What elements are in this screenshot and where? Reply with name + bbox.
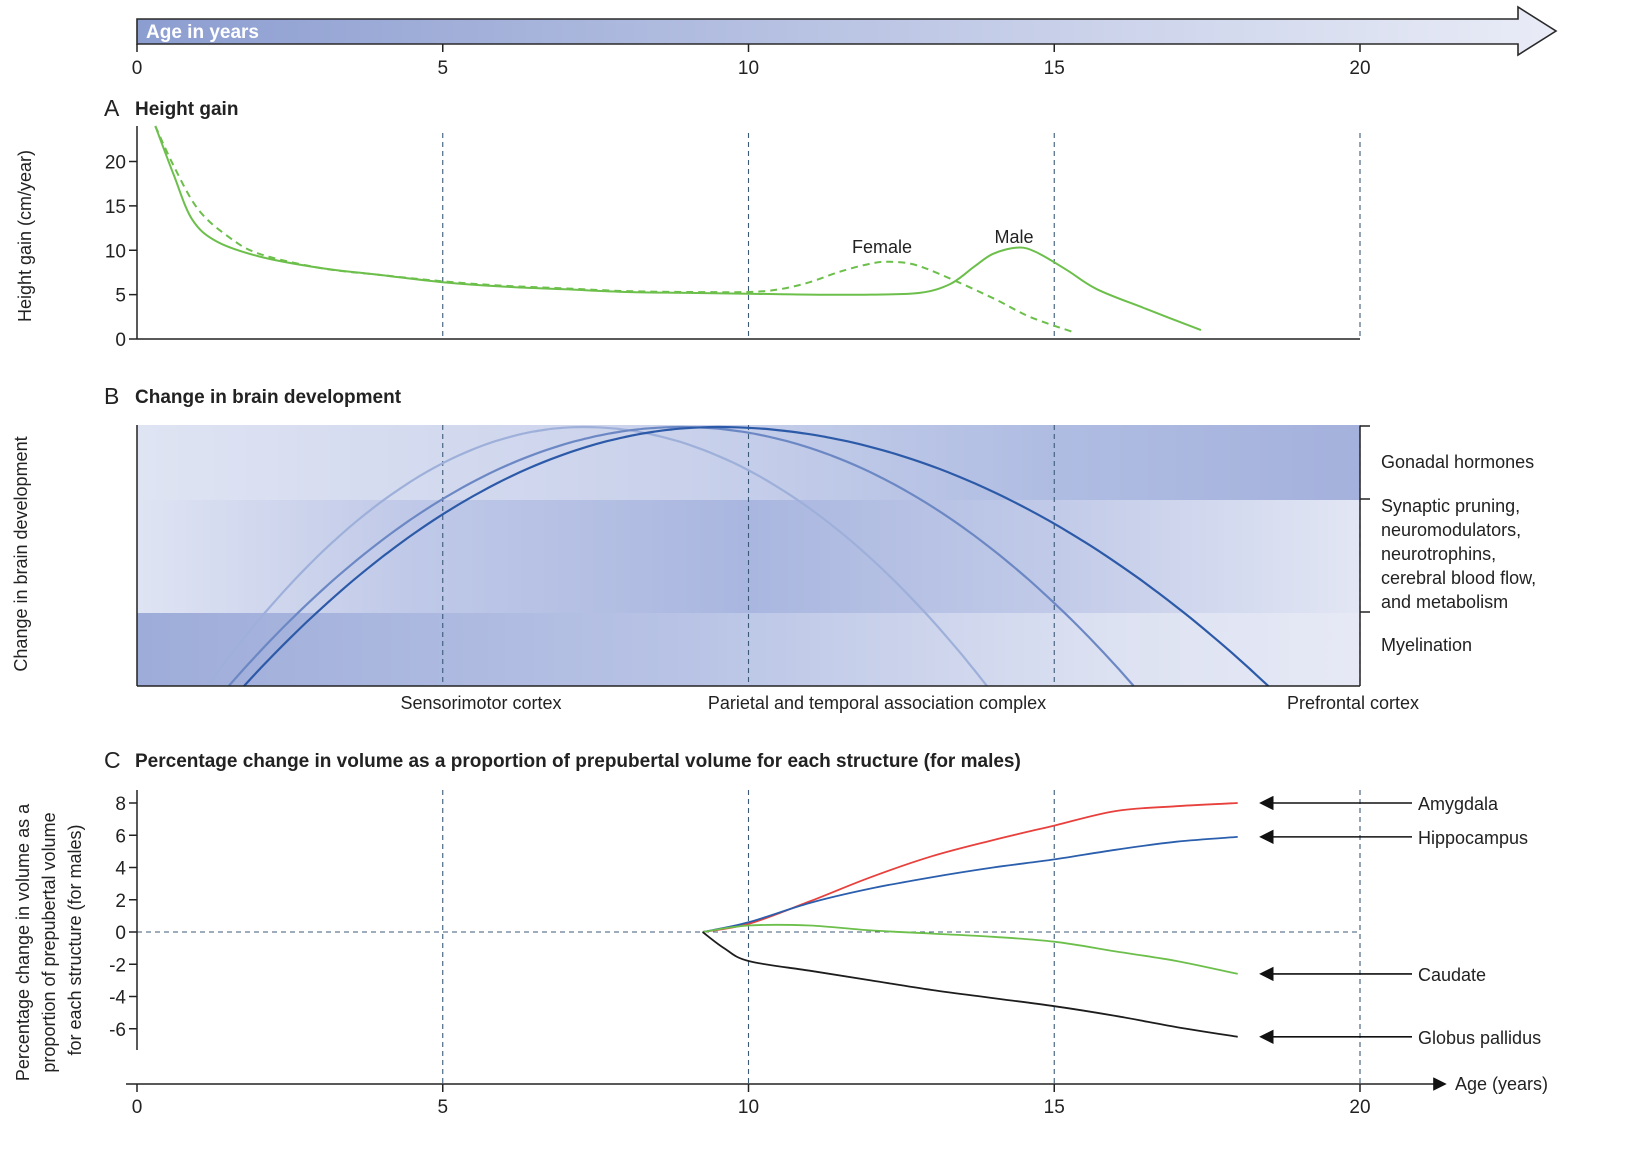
panel-c-ytick-label: 0: [115, 923, 126, 944]
panel-c-series-label-hippocampus: Hippocampus: [1418, 828, 1528, 848]
panel-a-ytick-label: 5: [115, 286, 126, 307]
panel-c-ytick-label: 6: [115, 826, 126, 847]
panel-c-series-hippocampus-line: [702, 836, 1238, 933]
panel-c-series-label-globus-pallidus: Globus pallidus: [1418, 1028, 1541, 1048]
panel-c-letter: C: [104, 747, 121, 773]
region-label-sensorimotor: Sensorimotor cortex: [400, 693, 561, 713]
panel-c-xtick-label: 20: [1349, 1097, 1370, 1116]
panel-c-ylabel-line-3: for each structure (for males): [65, 824, 85, 1055]
panel-a-series-male-line: [154, 125, 1202, 332]
age-tick-label: 20: [1349, 58, 1370, 79]
panel-c-ytick-label: -6: [109, 1020, 126, 1041]
panel-b-letter: B: [104, 383, 119, 409]
panel-c-ylabel: Percentage change in volume as a proport…: [13, 799, 85, 1081]
panel-a-plot: 0 5 10 15 20: [105, 125, 1361, 351]
panel-c-ytick-label: 8: [115, 794, 126, 815]
panel-c-title: Percentage change in volume as a proport…: [135, 751, 1021, 772]
region-label-prefrontal: Prefrontal cortex: [1287, 693, 1419, 713]
figure: Age in years 0 5 10 15 20 A Height gain Heig…: [11, 5, 1558, 1116]
age-tick-label: 0: [132, 58, 143, 79]
band-label-myelination: Myelination: [1381, 635, 1472, 655]
panel-a: A Height gain Height gain (cm/year) 0 5 10…: [15, 95, 1361, 351]
panel-b: B Change in brain development Change in …: [11, 383, 1541, 713]
panel-c-series-label-amygdala: Amygdala: [1418, 794, 1499, 814]
band-label-gonadal: Gonadal hormones: [1381, 452, 1534, 472]
panel-a-letter: A: [104, 95, 120, 121]
panel-c-xlabel: Age (years): [1455, 1074, 1548, 1094]
panel-c-ytick-label: 2: [115, 891, 126, 912]
panel-c-xtick-label: 10: [738, 1097, 759, 1116]
panel-a-title: Height gain: [135, 99, 238, 120]
panel-a-ytick-label: 0: [115, 330, 126, 351]
panel-a-ytick-label: 20: [105, 153, 126, 174]
panel-c-ylabel-line-2: proportion of prepubertal volume: [39, 812, 59, 1072]
panel-c: C Percentage change in volume as a propo…: [13, 747, 1548, 1116]
panel-c-xtick-label: 5: [437, 1097, 448, 1116]
panel-a-series-female-line: [154, 125, 1073, 333]
band-label-synaptic: Synaptic pruning, neuromodulators, neuro…: [1381, 496, 1541, 612]
age-tick-label: 10: [738, 58, 759, 79]
panel-b-curve-3: [243, 425, 1270, 687]
panel-c-ytick-label: -2: [109, 955, 126, 976]
panel-c-xtick-label: 15: [1044, 1097, 1065, 1116]
panel-a-ytick-label: 10: [105, 241, 126, 262]
panel-b-ylabel: Change in brain development: [11, 436, 31, 671]
panel-c-ylabel-line-1: Percentage change in volume as a: [13, 803, 33, 1081]
panel-a-ytick-label: 15: [105, 197, 126, 218]
age-arrow-shape: [136, 5, 1558, 57]
female-annotation: Female: [852, 237, 912, 257]
age-header-label: Age in years: [146, 22, 259, 43]
region-label-parietal: Parietal and temporal association comple…: [708, 693, 1046, 713]
panel-a-ylabel: Height gain (cm/year): [15, 150, 35, 322]
panel-c-series-caudate-line: [702, 923, 1238, 975]
age-header-ticks: 0 5 10 15 20: [132, 44, 1371, 79]
panel-c-xtick-label: 0: [132, 1097, 143, 1116]
panel-c-ytick-label: 4: [115, 859, 126, 880]
panel-b-curve-1: [206, 425, 988, 687]
age-tick-label: 5: [437, 58, 448, 79]
panel-b-curve-2: [227, 425, 1135, 687]
age-header: Age in years 0 5 10 15 20: [132, 5, 1558, 79]
panel-c-ytick-label: -4: [109, 988, 126, 1009]
age-tick-label: 15: [1044, 58, 1065, 79]
panel-c-series-globus-pallidus-line: [702, 931, 1238, 1038]
male-annotation: Male: [994, 227, 1033, 247]
panel-c-series-amygdala-line: [702, 802, 1238, 933]
panel-c-series-label-caudate: Caudate: [1418, 965, 1486, 985]
panel-b-title: Change in brain development: [135, 387, 402, 408]
